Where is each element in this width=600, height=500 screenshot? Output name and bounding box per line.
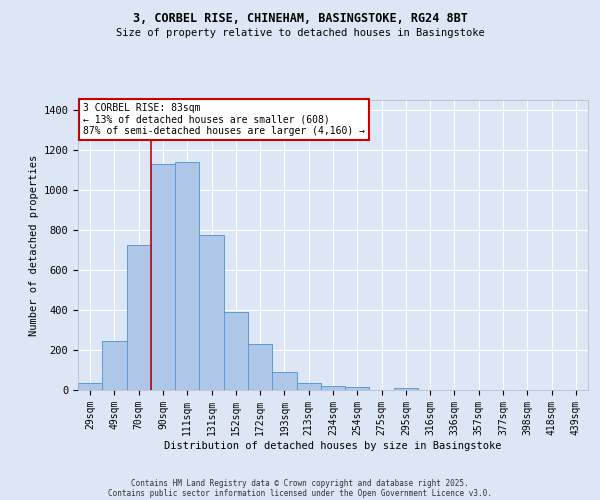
- Bar: [175, 162, 199, 390]
- Y-axis label: Number of detached properties: Number of detached properties: [29, 154, 39, 336]
- Text: Size of property relative to detached houses in Basingstoke: Size of property relative to detached ho…: [116, 28, 484, 38]
- Bar: [248, 344, 272, 390]
- Bar: [345, 387, 370, 390]
- Text: Contains public sector information licensed under the Open Government Licence v3: Contains public sector information licen…: [108, 488, 492, 498]
- Text: Contains HM Land Registry data © Crown copyright and database right 2025.: Contains HM Land Registry data © Crown c…: [131, 478, 469, 488]
- Bar: [272, 372, 296, 390]
- Bar: [394, 388, 418, 390]
- Bar: [151, 164, 175, 390]
- Bar: [102, 340, 127, 390]
- Bar: [127, 245, 151, 390]
- X-axis label: Distribution of detached houses by size in Basingstoke: Distribution of detached houses by size …: [164, 440, 502, 450]
- Bar: [78, 383, 102, 390]
- Bar: [199, 235, 224, 390]
- Text: 3 CORBEL RISE: 83sqm
← 13% of detached houses are smaller (608)
87% of semi-deta: 3 CORBEL RISE: 83sqm ← 13% of detached h…: [83, 103, 365, 136]
- Text: 3, CORBEL RISE, CHINEHAM, BASINGSTOKE, RG24 8BT: 3, CORBEL RISE, CHINEHAM, BASINGSTOKE, R…: [133, 12, 467, 26]
- Bar: [321, 386, 345, 390]
- Bar: [224, 312, 248, 390]
- Bar: [296, 384, 321, 390]
